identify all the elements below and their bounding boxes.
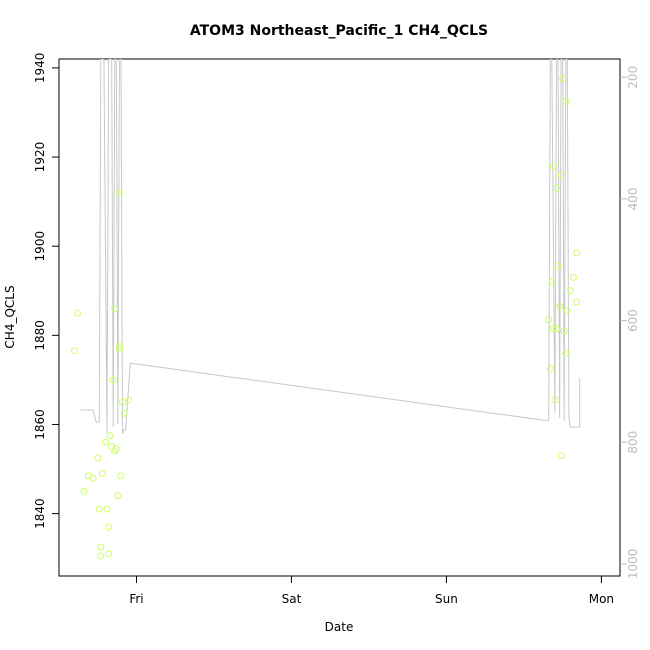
data-point-2 (80, 487, 88, 495)
data-point-23 (115, 189, 123, 197)
y2-tick-label-1: 400 (626, 187, 640, 210)
chart-title: ATOM3 Northeast_Pacific_1 CH4_QCLS (190, 23, 488, 39)
data-point-27 (125, 396, 133, 404)
data-point-43 (562, 97, 570, 105)
plot-frame (58, 58, 621, 577)
x-axis: Fri Sat Sun Mon (129, 576, 614, 606)
data-point-8 (97, 552, 105, 560)
data-point-6 (95, 505, 103, 513)
x-axis-label: Date (325, 620, 354, 634)
data-point-40 (559, 75, 567, 83)
data-point-7 (97, 543, 105, 551)
x-tick-label-0: Fri (129, 592, 143, 606)
y-axis: 1840 1860 1880 1900 1920 1940 (33, 53, 59, 529)
data-point-28 (545, 316, 553, 324)
data-point-48 (573, 249, 581, 257)
data-point-29 (546, 365, 554, 373)
data-point-22 (115, 342, 123, 350)
data-point-0 (70, 347, 78, 355)
data-point-39 (557, 452, 565, 460)
data-point-36 (554, 262, 562, 270)
y2-tick-label-2: 600 (626, 309, 640, 332)
data-point-42 (562, 349, 570, 357)
data-point-32 (549, 325, 557, 333)
data-point-25 (119, 398, 127, 406)
data-point-24 (117, 472, 125, 480)
data-point-4 (89, 474, 97, 482)
data-point-34 (552, 325, 560, 333)
data-point-9 (98, 469, 106, 477)
data-point-5 (94, 454, 102, 462)
data-point-35 (552, 184, 560, 192)
data-point-46 (570, 273, 578, 281)
data-point-1 (74, 309, 82, 317)
y2-tick-label-0: 200 (626, 66, 640, 89)
data-point-45 (566, 287, 574, 295)
plot-points (70, 75, 581, 560)
data-point-33 (551, 396, 559, 404)
data-point-10 (101, 438, 109, 446)
data-point-11 (103, 505, 111, 513)
data-point-31 (549, 162, 557, 170)
y-tick-label-4: 1920 (33, 142, 47, 173)
data-point-13 (105, 550, 113, 558)
y-tick-label-2: 1880 (33, 320, 47, 351)
data-point-26 (120, 409, 128, 417)
y2-tick-label-4: 1000 (626, 549, 640, 580)
data-point-17 (111, 305, 119, 313)
data-point-30 (548, 278, 556, 286)
data-point-47 (573, 298, 581, 306)
x-tick-label-2: Sun (435, 592, 458, 606)
data-point-20 (114, 492, 122, 500)
y-tick-label-3: 1900 (33, 231, 47, 262)
data-point-37 (556, 302, 564, 310)
y-tick-label-0: 1840 (33, 498, 47, 529)
data-point-21 (115, 345, 123, 353)
data-point-19 (112, 445, 120, 453)
plot-lines (80, 59, 581, 434)
data-point-41 (560, 327, 568, 335)
data-point-16 (109, 376, 117, 384)
x-tick-label-1: Sat (282, 592, 302, 606)
y2-tick-label-3: 800 (626, 431, 640, 454)
data-point-12 (105, 523, 113, 531)
series-line-1 (80, 59, 581, 434)
y-tick-label-5: 1940 (33, 53, 47, 84)
y-tick-label-1: 1860 (33, 409, 47, 440)
data-point-14 (106, 432, 114, 440)
data-point-38 (557, 171, 565, 179)
y2-axis: 200 400 600 800 1000 (620, 66, 640, 579)
data-point-44 (563, 307, 571, 315)
x-tick-label-3: Mon (589, 592, 614, 606)
y-axis-label: CH4_QCLS (3, 285, 17, 348)
